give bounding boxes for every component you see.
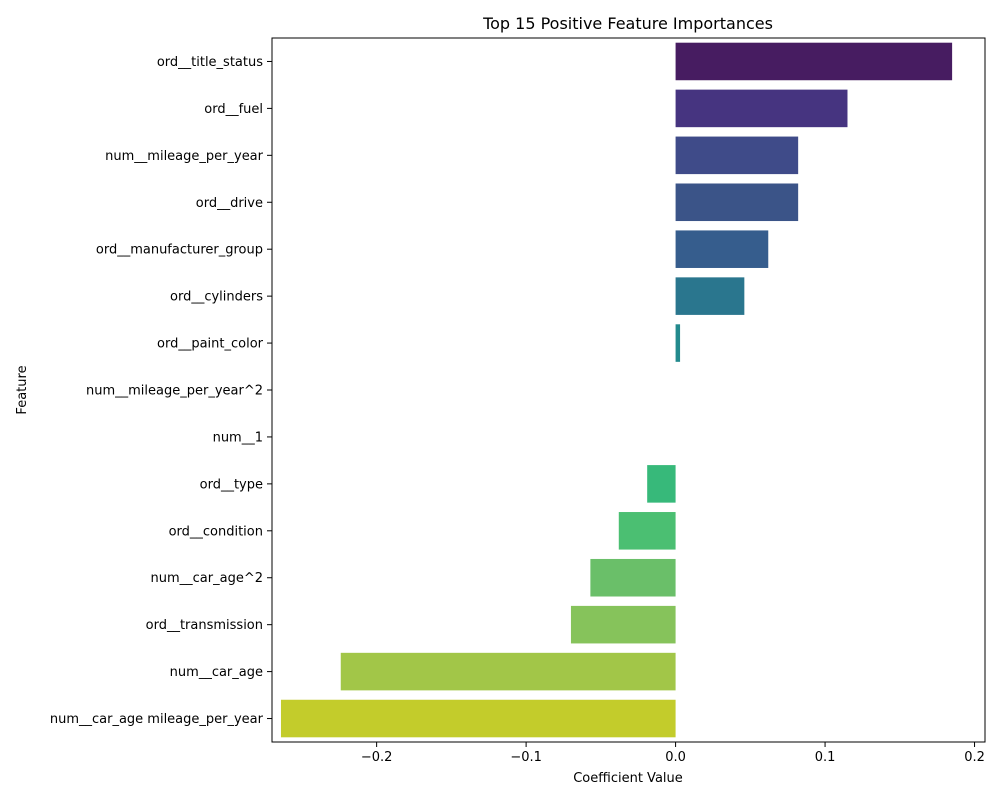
bar-0 xyxy=(675,42,953,81)
bar-1 xyxy=(675,89,848,128)
bar-2 xyxy=(675,136,799,175)
bar-12 xyxy=(570,605,676,644)
bar-9 xyxy=(647,465,676,503)
y-tick-label: ord__title_status xyxy=(157,55,263,70)
bar-6 xyxy=(675,324,681,362)
y-tick-label: num__1 xyxy=(213,430,263,445)
y-tick-label: num__car_age^2 xyxy=(151,571,263,586)
bars-group xyxy=(280,42,953,738)
y-tick-label: ord__fuel xyxy=(204,102,263,117)
chart-title: Top 15 Positive Feature Importances xyxy=(482,14,773,33)
bar-13 xyxy=(340,652,676,691)
plot-frame xyxy=(271,37,986,743)
y-tick-label: num__mileage_per_year xyxy=(105,149,263,164)
x-tick-label: −0.2 xyxy=(361,750,393,765)
x-tick-label: −0.1 xyxy=(510,750,542,765)
x-tick-label: 0.2 xyxy=(964,750,985,765)
y-axis-label: Feature xyxy=(15,365,30,414)
y-tick-label: ord__type xyxy=(200,477,263,492)
bar-3 xyxy=(675,183,799,222)
x-tick-label: 0.0 xyxy=(665,750,686,765)
bar-4 xyxy=(675,230,769,268)
y-tick-label: ord__transmission xyxy=(146,618,263,633)
y-tick-label: ord__manufacturer_group xyxy=(96,243,263,258)
x-tick-label: 0.1 xyxy=(815,750,836,765)
x-axis-label: Coefficient Value xyxy=(573,771,683,786)
y-tick-label: ord__drive xyxy=(196,196,263,211)
y-tick-label: num__car_age mileage_per_year xyxy=(50,712,264,727)
y-axis-ticks: ord__title_status ord__fuel num__mileage_p… xyxy=(50,55,272,727)
bar-14 xyxy=(280,699,676,738)
y-tick-label: ord__cylinders xyxy=(170,290,263,305)
x-axis-ticks: −0.2 −0.1 0.0 0.1 0.2 xyxy=(361,742,985,765)
y-tick-label: num__car_age xyxy=(170,665,263,680)
y-tick-label: ord__paint_color xyxy=(157,337,264,352)
y-tick-label: ord__condition xyxy=(169,524,263,539)
bar-10 xyxy=(618,512,676,550)
bar-11 xyxy=(590,558,676,597)
bar-5 xyxy=(675,277,745,315)
y-tick-label: num__mileage_per_year^2 xyxy=(86,384,263,399)
